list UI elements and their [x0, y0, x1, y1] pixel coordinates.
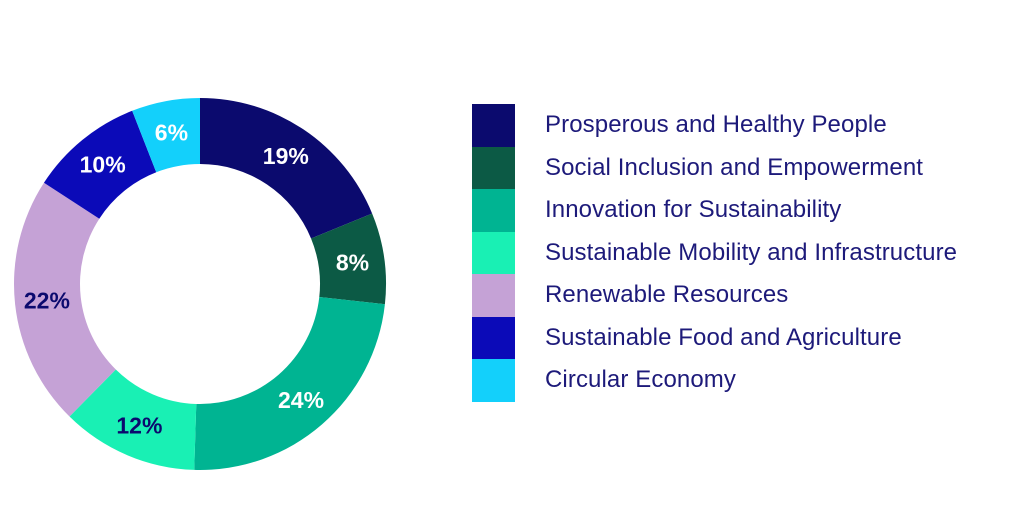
legend-label-5: Renewable Resources	[545, 281, 789, 309]
legend-label-2: Social Inclusion and Empowerment	[545, 153, 924, 181]
donut-slice-1	[200, 98, 373, 239]
donut-slice-6	[43, 110, 157, 219]
slice-label-2: 8%	[336, 250, 369, 276]
legend-item-1: Prosperous and Healthy People	[472, 104, 1032, 147]
slice-label-1: 19%	[263, 143, 309, 169]
slice-label-7: 6%	[155, 120, 188, 146]
legend-label-1: Prosperous and Healthy People	[545, 111, 887, 139]
legend-label-6: Sustainable Food and Agriculture	[545, 323, 902, 351]
legend-swatch-4	[472, 231, 515, 274]
legend-swatch-3	[472, 189, 515, 232]
donut-slice-3	[194, 297, 385, 470]
legend-swatch-1	[472, 104, 515, 147]
legend-label-3: Innovation for Sustainability	[545, 196, 842, 224]
legend-label-4: Sustainable Mobility and Infrastructure	[545, 238, 958, 266]
legend-swatch-2	[472, 146, 515, 189]
donut-slice-2	[311, 213, 386, 305]
chart-legend: Prosperous and Healthy People Social Incl…	[472, 104, 1032, 402]
legend-item-7: Circular Economy	[472, 359, 1032, 402]
legend-item-2: Social Inclusion and Empowerment	[472, 146, 1032, 189]
legend-item-5: Renewable Resources	[472, 274, 1032, 317]
legend-swatch-7	[472, 359, 515, 402]
slice-label-6: 10%	[80, 152, 126, 178]
donut-slice-5	[13, 182, 116, 417]
donut-slice-4	[69, 369, 197, 470]
legend-label-7: Circular Economy	[545, 366, 736, 394]
donut-slice-7	[132, 98, 200, 173]
legend-item-6: Sustainable Food and Agriculture	[472, 316, 1032, 359]
slice-label-3: 24%	[278, 387, 324, 413]
legend-swatch-6	[472, 316, 515, 359]
legend-item-3: Innovation for Sustainability	[472, 189, 1032, 232]
legend-item-4: Sustainable Mobility and Infrastructure	[472, 231, 1032, 274]
slice-label-4: 12%	[116, 413, 162, 439]
legend-swatch-5	[472, 274, 515, 317]
slice-label-5: 22%	[24, 288, 70, 314]
